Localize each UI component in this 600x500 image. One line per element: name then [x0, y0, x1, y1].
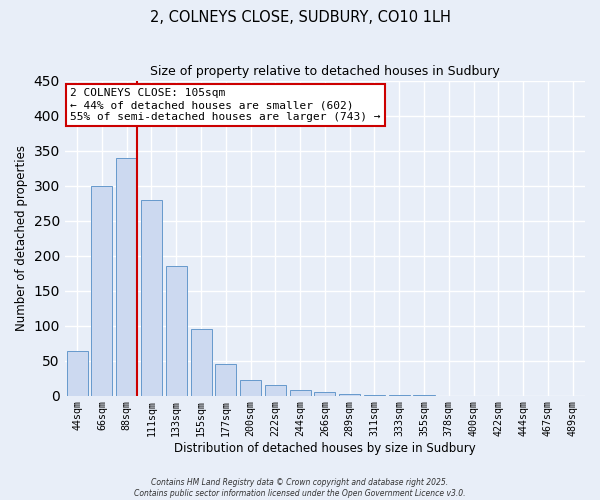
Bar — [215, 364, 236, 396]
X-axis label: Distribution of detached houses by size in Sudbury: Distribution of detached houses by size … — [174, 442, 476, 455]
Bar — [91, 186, 112, 396]
Bar — [339, 394, 360, 396]
Bar — [290, 390, 311, 396]
Title: Size of property relative to detached houses in Sudbury: Size of property relative to detached ho… — [150, 65, 500, 78]
Bar — [389, 395, 410, 396]
Bar — [67, 352, 88, 396]
Bar — [141, 200, 162, 396]
Bar — [116, 158, 137, 396]
Text: Contains HM Land Registry data © Crown copyright and database right 2025.
Contai: Contains HM Land Registry data © Crown c… — [134, 478, 466, 498]
Bar — [364, 395, 385, 396]
Text: 2, COLNEYS CLOSE, SUDBURY, CO10 1LH: 2, COLNEYS CLOSE, SUDBURY, CO10 1LH — [149, 10, 451, 25]
Bar — [265, 385, 286, 396]
Bar — [240, 380, 261, 396]
Y-axis label: Number of detached properties: Number of detached properties — [15, 145, 28, 331]
Bar — [191, 329, 212, 396]
Bar — [314, 392, 335, 396]
Bar — [413, 395, 434, 396]
Text: 2 COLNEYS CLOSE: 105sqm
← 44% of detached houses are smaller (602)
55% of semi-d: 2 COLNEYS CLOSE: 105sqm ← 44% of detache… — [70, 88, 380, 122]
Bar — [166, 266, 187, 396]
